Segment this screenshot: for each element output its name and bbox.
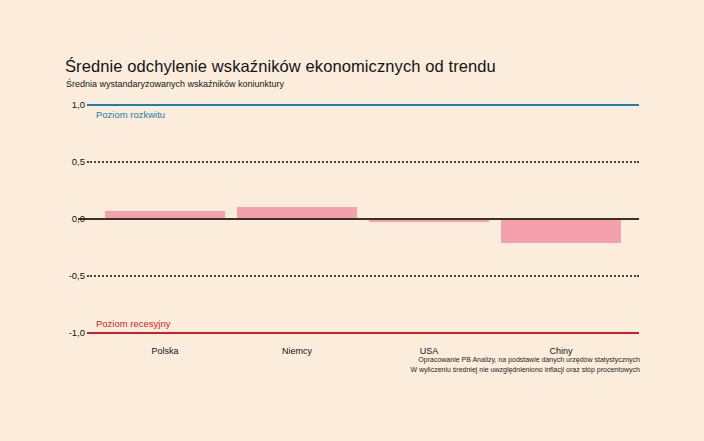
ytick-label: 0,0 [35, 213, 85, 224]
ytick-label: -0,5 [35, 270, 85, 281]
category-label-niemcy: Niemcy [237, 346, 357, 356]
bar-usa [369, 220, 489, 222]
gridline--0.5 [87, 275, 639, 277]
source-line-1: Opracowanie PB Analizy, na podstawie dan… [410, 355, 640, 365]
category-label-polska: Polska [105, 346, 225, 356]
ytick-label: 0,5 [35, 156, 85, 167]
bar-polska [105, 211, 225, 218]
ytick-label: -1,0 [35, 327, 85, 338]
chart-canvas: Średnie odchylenie wskaźników ekonomiczn… [0, 0, 704, 441]
gridline--1 [87, 332, 639, 334]
gridline-1 [87, 104, 639, 106]
bar-niemcy [237, 207, 357, 218]
bar-chiny [501, 220, 621, 243]
source-line-2: W wyliczeniu średniej nie uwzględnienion… [410, 365, 640, 375]
source-note: Opracowanie PB Analizy, na podstawie dan… [410, 355, 640, 375]
boom-level-label: Poziom rozkwitu [96, 109, 165, 120]
gridline-0.5 [87, 161, 639, 163]
recession-level-label: Poziom recesyjny [96, 318, 170, 329]
ytick-label: 1,0 [35, 99, 85, 110]
